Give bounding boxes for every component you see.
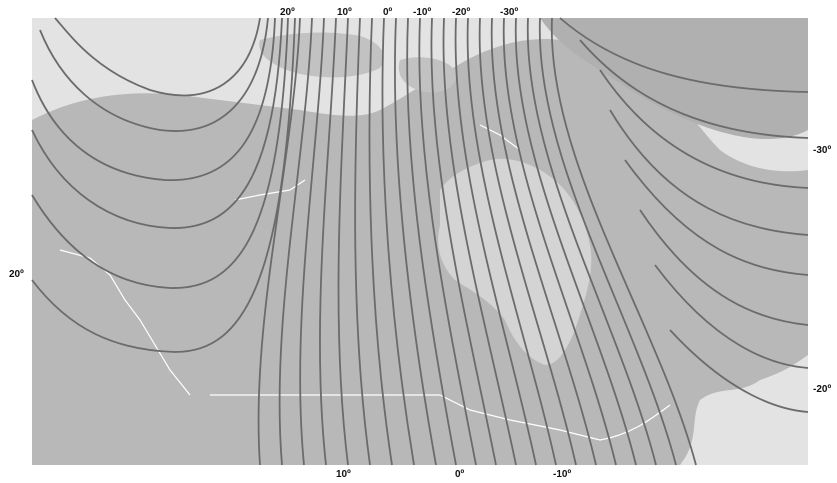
isoline-right-5 xyxy=(639,209,809,326)
isoline-mid-13 xyxy=(454,17,537,466)
label-top-minus30: -30º xyxy=(500,7,519,18)
label-top-10: 10º xyxy=(337,7,352,18)
isoline-mid-4 xyxy=(337,17,349,466)
label-bottom-minus10: -10º xyxy=(553,469,572,480)
isoline-mid-20 xyxy=(538,17,677,466)
isoline-mid-18 xyxy=(514,17,637,466)
isoline-right-1 xyxy=(579,39,809,139)
label-left-20: 20º xyxy=(9,269,24,280)
isoline-right-6 xyxy=(654,264,809,369)
isoline-left-0 xyxy=(54,17,261,97)
isoline-mid-8 xyxy=(394,17,437,466)
isoline-mid-1 xyxy=(278,17,313,466)
isoline-left-4 xyxy=(31,17,289,289)
isoline-mid-2 xyxy=(299,17,325,466)
isoline-mid-6 xyxy=(368,17,393,466)
isoline-mid-21 xyxy=(550,17,697,466)
isoline-mid-7 xyxy=(381,17,415,466)
isoline-left-3 xyxy=(31,17,283,229)
isoline-mid-0 xyxy=(257,17,301,466)
isoline-right-0 xyxy=(559,17,809,93)
isoline-right-2 xyxy=(599,69,809,189)
label-bottom-10: 10º xyxy=(336,469,351,480)
isoline-mid-9 xyxy=(406,17,457,466)
north-america-land xyxy=(32,39,808,466)
isoline-right-3 xyxy=(609,109,809,236)
isoline-right-4 xyxy=(624,159,809,276)
isoline-mid-17 xyxy=(502,17,617,466)
label-top-minus20: -20º xyxy=(452,7,471,18)
label-top-20: 20º xyxy=(280,7,295,18)
label-top-minus10: -10º xyxy=(413,7,432,18)
label-right-minus30: -30º xyxy=(813,145,832,156)
coastline xyxy=(59,124,671,441)
isoline-mid-14 xyxy=(466,17,557,466)
label-top-0: 0º xyxy=(383,7,393,18)
isoline-left-1 xyxy=(39,17,269,132)
isoline-mid-5 xyxy=(354,17,371,466)
isoline-right-7 xyxy=(669,329,809,413)
isoline-mid-11 xyxy=(430,17,497,466)
label-bottom-0: 0º xyxy=(455,469,465,480)
isoline-mid-16 xyxy=(490,17,597,466)
isoline-mid-19 xyxy=(526,17,657,466)
greenland-land xyxy=(540,18,808,140)
isoline-mid-15 xyxy=(478,17,577,466)
isoline-mid-12 xyxy=(442,17,517,466)
isoline-left-2 xyxy=(31,17,276,181)
isoline-mid-10 xyxy=(418,17,477,466)
isoline-mid-3 xyxy=(319,17,337,466)
declination-isolines xyxy=(31,17,809,466)
label-right-minus20: -20º xyxy=(813,384,832,395)
